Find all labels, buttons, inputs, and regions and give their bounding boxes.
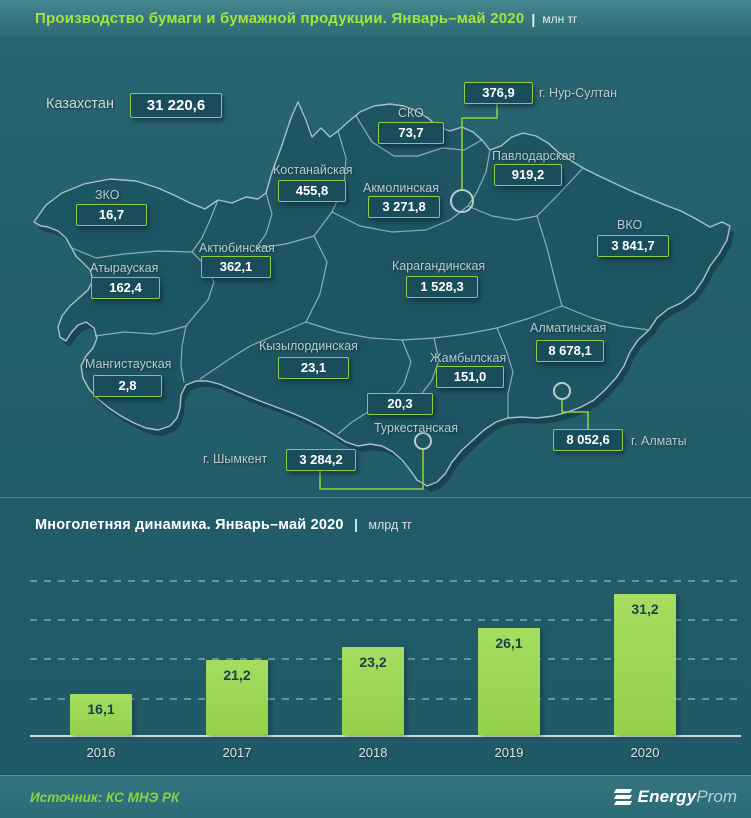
value-box-zhambyl: 151,0: [436, 366, 504, 388]
value-box-vko: 3 841,7: [597, 235, 669, 257]
x-axis-tick-label: 2016: [86, 745, 116, 760]
region-label-atyrau: Атырауская: [90, 261, 159, 275]
value-box-nur-sultan: 376,9: [464, 82, 533, 104]
page-title: Производство бумаги и бумажной продукции…: [35, 10, 525, 27]
x-axis: [30, 735, 741, 737]
region-label-karaganda: Карагандинская: [392, 259, 486, 273]
bar-value-label: 26,1: [495, 635, 523, 651]
value-box-mangystau: 2,8: [93, 375, 162, 397]
region-label-almaty-city: г. Алматы: [631, 434, 687, 448]
value-box-atyrau: 162,4: [91, 277, 160, 299]
region-label-pavlodar: Павлодарская: [492, 149, 576, 163]
header-unit: млн тг: [542, 12, 578, 26]
connector-shymkent: [319, 449, 424, 490]
value-box-pavlodar: 919,2: [494, 164, 562, 186]
bar-value-label: 23,2: [359, 654, 387, 670]
x-axis-tick-label: 2020: [630, 745, 660, 760]
value-box-kostanay: 455,8: [278, 180, 346, 202]
gridline: [30, 580, 741, 582]
bar-value-label: 16,1: [87, 701, 115, 717]
source-note: Источник: КС МНЭ РК: [30, 789, 180, 805]
city-marker-almaty: [553, 382, 571, 400]
country-value-box: 31 220,6: [130, 93, 222, 118]
region-label-kyzylorda: Кызылординская: [259, 339, 358, 353]
value-box-almaty-region: 8 678,1: [536, 340, 604, 362]
region-label-sko: СКО: [398, 106, 424, 120]
callout-connectors: [319, 104, 589, 490]
value-box-kyzylorda: 23,1: [278, 357, 349, 379]
energyprom-icon: [613, 788, 632, 806]
bar-2019: [478, 628, 540, 735]
country-label: Казахстан: [46, 96, 114, 112]
chart-title-text: Многолетняя динамика. Январь–май 2020: [35, 517, 344, 533]
chart-unit: млрд тг: [368, 518, 412, 532]
region-label-vko: ВКО: [617, 218, 643, 232]
chart-title: Многолетняя динамика. Январь–май 2020 | …: [35, 516, 412, 534]
region-label-kostanay: Костанайская: [273, 163, 353, 177]
kazakhstan-map: [33, 101, 734, 492]
region-label-akmola: Акмолинская: [363, 181, 439, 195]
value-box-karaganda: 1 528,3: [406, 276, 478, 298]
map-outline: [33, 101, 731, 487]
bar-value-label: 31,2: [631, 601, 659, 617]
chart-title-separator: |: [354, 517, 358, 532]
value-box-turkestan: 20,3: [367, 393, 433, 415]
footer-bar: Источник: КС МНЭ РК Energy Prom: [0, 775, 751, 818]
bar-2020: [614, 594, 676, 735]
x-axis-tick-label: 2018: [358, 745, 388, 760]
region-label-almaty-region: Алматинская: [530, 321, 607, 335]
value-box-shymkent: 3 284,2: [286, 449, 356, 471]
x-axis-tick-label: 2017: [222, 745, 252, 760]
bar-2017: [206, 660, 268, 735]
section-divider: [0, 497, 751, 498]
x-axis-tick-label: 2019: [494, 745, 524, 760]
value-box-sko: 73,7: [378, 122, 444, 144]
city-marker-nur-sultan: [450, 189, 474, 213]
value-box-almaty-city: 8 052,6: [553, 429, 623, 451]
bar-chart-plot: 16,1 2016 21,2 2017 23,2 2018 26,1 2019 31,2 2020: [30, 565, 741, 780]
bar-value-label: 21,2: [223, 667, 251, 683]
region-label-mangystau: Мангистауская: [85, 357, 172, 371]
region-label-turkestan: Туркестанская: [374, 421, 458, 435]
region-label-nur-sultan: г. Нур-Султан: [539, 86, 617, 100]
title-separator: |: [531, 10, 536, 27]
value-box-akmola: 3 271,8: [368, 196, 440, 218]
region-label-zko: ЗКО: [95, 188, 120, 202]
energyprom-logo: Energy Prom: [613, 787, 737, 807]
region-label-zhambyl: Жамбылская: [430, 351, 507, 365]
value-box-zko: 16,7: [76, 204, 147, 226]
logo-text-bold: Energy: [637, 787, 697, 806]
region-label-shymkent: г. Шымкент: [203, 452, 268, 466]
gridline: [30, 619, 741, 621]
bar-2016: [70, 694, 132, 735]
connector-nur-sultan: [461, 104, 498, 190]
header-bar: Производство бумаги и бумажной продукции…: [0, 0, 751, 38]
region-label-aktobe: Актюбинская: [199, 241, 275, 255]
value-box-aktobe: 362,1: [201, 256, 271, 278]
city-marker-shymkent: [414, 432, 432, 450]
logo-text-light: Prom: [696, 787, 737, 806]
connector-almaty: [561, 400, 589, 429]
bar-2018: [342, 647, 404, 735]
